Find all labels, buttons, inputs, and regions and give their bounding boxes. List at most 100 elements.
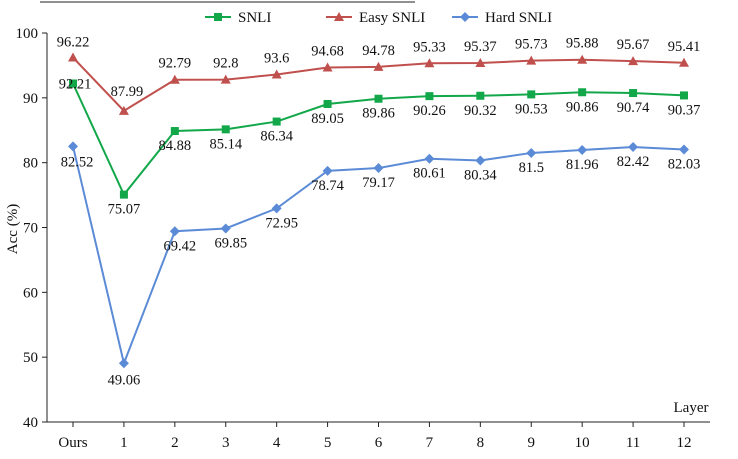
data-label-easy-snli: 95.88 bbox=[566, 36, 599, 52]
triangle-marker bbox=[169, 74, 180, 84]
x-tick-label: 3 bbox=[222, 435, 230, 451]
diamond-marker bbox=[169, 226, 180, 237]
diamond-marker bbox=[577, 144, 588, 155]
square-marker bbox=[170, 127, 179, 136]
triangle-marker bbox=[220, 74, 231, 84]
square-marker bbox=[69, 79, 77, 88]
square-marker bbox=[425, 92, 434, 101]
data-label-hard-snli: 81.5 bbox=[519, 160, 544, 176]
square-marker bbox=[272, 117, 281, 126]
series-easy-snli bbox=[68, 52, 689, 115]
x-tick-label: 8 bbox=[477, 435, 485, 451]
square-marker bbox=[214, 13, 222, 21]
diamond-marker bbox=[118, 358, 129, 369]
data-label-hard-snli: 79.17 bbox=[362, 175, 395, 191]
y-tick-label: 100 bbox=[16, 26, 39, 42]
diamond-marker bbox=[628, 141, 639, 152]
square-marker bbox=[578, 88, 587, 97]
diamond-marker bbox=[424, 153, 435, 164]
diamond-marker bbox=[475, 155, 486, 166]
data-label-easy-snli: 95.37 bbox=[464, 39, 497, 55]
diamond-marker bbox=[526, 147, 537, 158]
data-label-snli: 85.14 bbox=[209, 136, 242, 152]
data-label-snli: 90.74 bbox=[617, 100, 650, 116]
legend-item-hard-snli: Hard SNLI bbox=[452, 10, 552, 26]
data-label-hard-snli: 82.03 bbox=[668, 157, 701, 173]
legend-label: SNLI bbox=[238, 10, 271, 26]
diamond-marker bbox=[373, 163, 384, 174]
data-label-hard-snli: 72.95 bbox=[265, 215, 298, 231]
data-label-hard-snli: 69.85 bbox=[214, 235, 247, 251]
triangle-marker bbox=[424, 58, 435, 68]
triangle-marker bbox=[475, 58, 486, 68]
data-label-snli: 90.86 bbox=[566, 99, 599, 115]
data-label-hard-snli: 49.06 bbox=[108, 372, 141, 388]
triangle-marker bbox=[628, 56, 639, 66]
x-tick-label: 11 bbox=[626, 435, 640, 451]
triangle-marker bbox=[271, 69, 282, 79]
data-label-easy-snli: 94.68 bbox=[311, 43, 344, 59]
x-tick-label: 6 bbox=[375, 435, 383, 451]
x-tick-label: 12 bbox=[677, 435, 692, 451]
triangle-marker bbox=[679, 57, 689, 67]
y-tick-label: 40 bbox=[23, 415, 38, 431]
diamond-marker bbox=[322, 165, 333, 176]
diamond-marker bbox=[679, 144, 689, 155]
triangle-marker bbox=[526, 55, 537, 65]
legend: SNLI Easy SNLI Hard SNLI bbox=[205, 10, 552, 26]
data-label-easy-snli: 93.6 bbox=[264, 50, 289, 66]
data-label-snli: 90.37 bbox=[668, 102, 701, 118]
y-tick-label: 90 bbox=[23, 91, 38, 107]
y-tick-label: 70 bbox=[23, 221, 38, 237]
data-label-snli: 89.86 bbox=[362, 106, 395, 122]
series-hard-snli bbox=[68, 141, 689, 369]
data-label-snli: 90.32 bbox=[464, 103, 497, 119]
data-label-hard-snli: 80.34 bbox=[464, 167, 497, 183]
data-label-easy-snli: 95.73 bbox=[515, 37, 548, 53]
data-label-hard-snli: 81.96 bbox=[566, 157, 599, 173]
square-marker bbox=[680, 91, 688, 100]
x-tick-label: 4 bbox=[273, 435, 281, 451]
y-tick-label: 50 bbox=[23, 350, 38, 366]
data-label-hard-snli: 80.61 bbox=[413, 166, 446, 182]
data-label-hard-snli: 78.74 bbox=[311, 178, 344, 194]
legend-item-easy-snli: Easy SNLI bbox=[326, 10, 425, 26]
square-marker bbox=[323, 99, 332, 108]
data-label-snli: 90.53 bbox=[515, 101, 548, 117]
square-marker bbox=[527, 90, 536, 99]
series-layer bbox=[68, 52, 689, 369]
triangle-marker bbox=[334, 12, 344, 21]
x-axis-title: Layer bbox=[674, 400, 709, 416]
triangle-marker bbox=[373, 61, 384, 71]
legend-label: Hard SNLI bbox=[485, 10, 552, 26]
diamond-marker bbox=[220, 223, 231, 234]
x-tick-label: 9 bbox=[528, 435, 536, 451]
x-tick-label: 2 bbox=[171, 435, 179, 451]
triangle-marker bbox=[68, 52, 78, 62]
data-label-snli: 89.05 bbox=[311, 111, 344, 127]
x-tick-label: 5 bbox=[324, 435, 332, 451]
triangle-marker bbox=[577, 54, 588, 64]
diamond-marker bbox=[271, 203, 282, 214]
square-marker bbox=[119, 190, 128, 199]
x-tick-label: 7 bbox=[426, 435, 434, 451]
data-label-snli: 86.34 bbox=[260, 129, 293, 145]
x-tick-label: 1 bbox=[120, 435, 128, 451]
legend-label: Easy SNLI bbox=[359, 10, 425, 26]
data-label-hard-snli: 82.52 bbox=[61, 154, 94, 170]
data-label-hard-snli: 69.42 bbox=[164, 238, 197, 254]
data-label-snli: 90.26 bbox=[413, 103, 446, 119]
data-label-easy-snli: 95.33 bbox=[413, 39, 446, 55]
data-label-easy-snli: 95.67 bbox=[617, 37, 650, 53]
legend-item-snli: SNLI bbox=[205, 10, 271, 26]
data-labels: 92.21 75.07 84.88 85.14 86.34 89.05 89.86 90.26… bbox=[57, 35, 701, 389]
triangle-marker bbox=[322, 62, 333, 72]
square-marker bbox=[476, 91, 485, 100]
x-tick-label: Ours bbox=[58, 435, 87, 451]
x-tick-label: 10 bbox=[575, 435, 590, 451]
y-axis-title: Acc (%) bbox=[5, 204, 21, 254]
data-label-easy-snli: 94.78 bbox=[362, 43, 395, 59]
y-tick-label: 80 bbox=[23, 156, 38, 172]
